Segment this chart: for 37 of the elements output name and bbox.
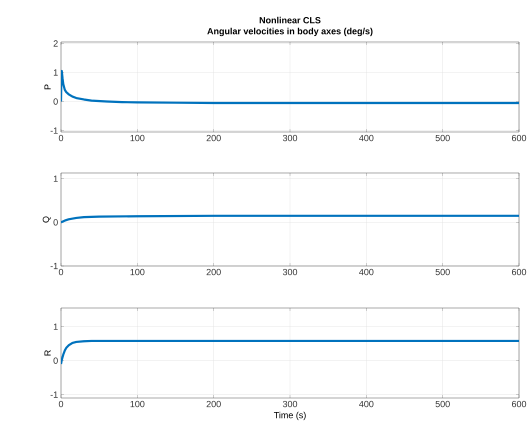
x-tick-label: 200: [206, 268, 221, 276]
x-tick-label: 500: [436, 400, 450, 408]
y-axis-title: R: [44, 350, 51, 356]
y-tick-label: 0: [54, 357, 58, 364]
x-tick-label: 600: [512, 400, 526, 408]
x-tick-label: 600: [512, 134, 526, 142]
y-tick-label: -1: [50, 262, 58, 270]
x-tick-label: 300: [282, 400, 298, 408]
x-tick-label: 100: [130, 268, 144, 276]
x-tick-label: 500: [436, 134, 450, 142]
chart-subtitle: Angular velocities in body axes (deg/s): [207, 28, 373, 36]
y-tick-label: -1: [50, 392, 58, 398]
x-tick-label: 400: [359, 268, 374, 276]
y-axis-title: Q: [42, 216, 51, 223]
x-tick-label: 600: [512, 268, 526, 276]
x-tick-label: 0: [58, 134, 64, 142]
y-tick-label: 0: [54, 98, 58, 105]
x-tick-label: 100: [130, 400, 144, 408]
y-tick-label: 0: [54, 219, 58, 226]
x-axis-title: Time (s): [274, 412, 306, 420]
y-tick-label: 1: [54, 176, 58, 182]
x-tick-label: 0: [58, 268, 64, 276]
y-axis-title: P: [44, 84, 51, 90]
y-tick-label: -1: [50, 127, 58, 134]
y-tick-label: 1: [54, 324, 58, 330]
x-tick-label: 200: [206, 400, 221, 408]
y-tick-label: 1: [54, 69, 58, 76]
x-tick-label: 400: [359, 134, 374, 142]
x-tick-label: 500: [436, 268, 450, 276]
x-tick-label: 100: [130, 134, 144, 142]
chart-title: Nonlinear CLS: [260, 16, 321, 24]
x-tick-label: 300: [282, 134, 298, 142]
x-tick-label: 0: [58, 400, 64, 408]
x-tick-label: 400: [359, 400, 374, 408]
x-tick-label: 200: [206, 134, 221, 142]
x-tick-label: 300: [282, 268, 298, 276]
y-tick-label: 2: [54, 40, 58, 47]
